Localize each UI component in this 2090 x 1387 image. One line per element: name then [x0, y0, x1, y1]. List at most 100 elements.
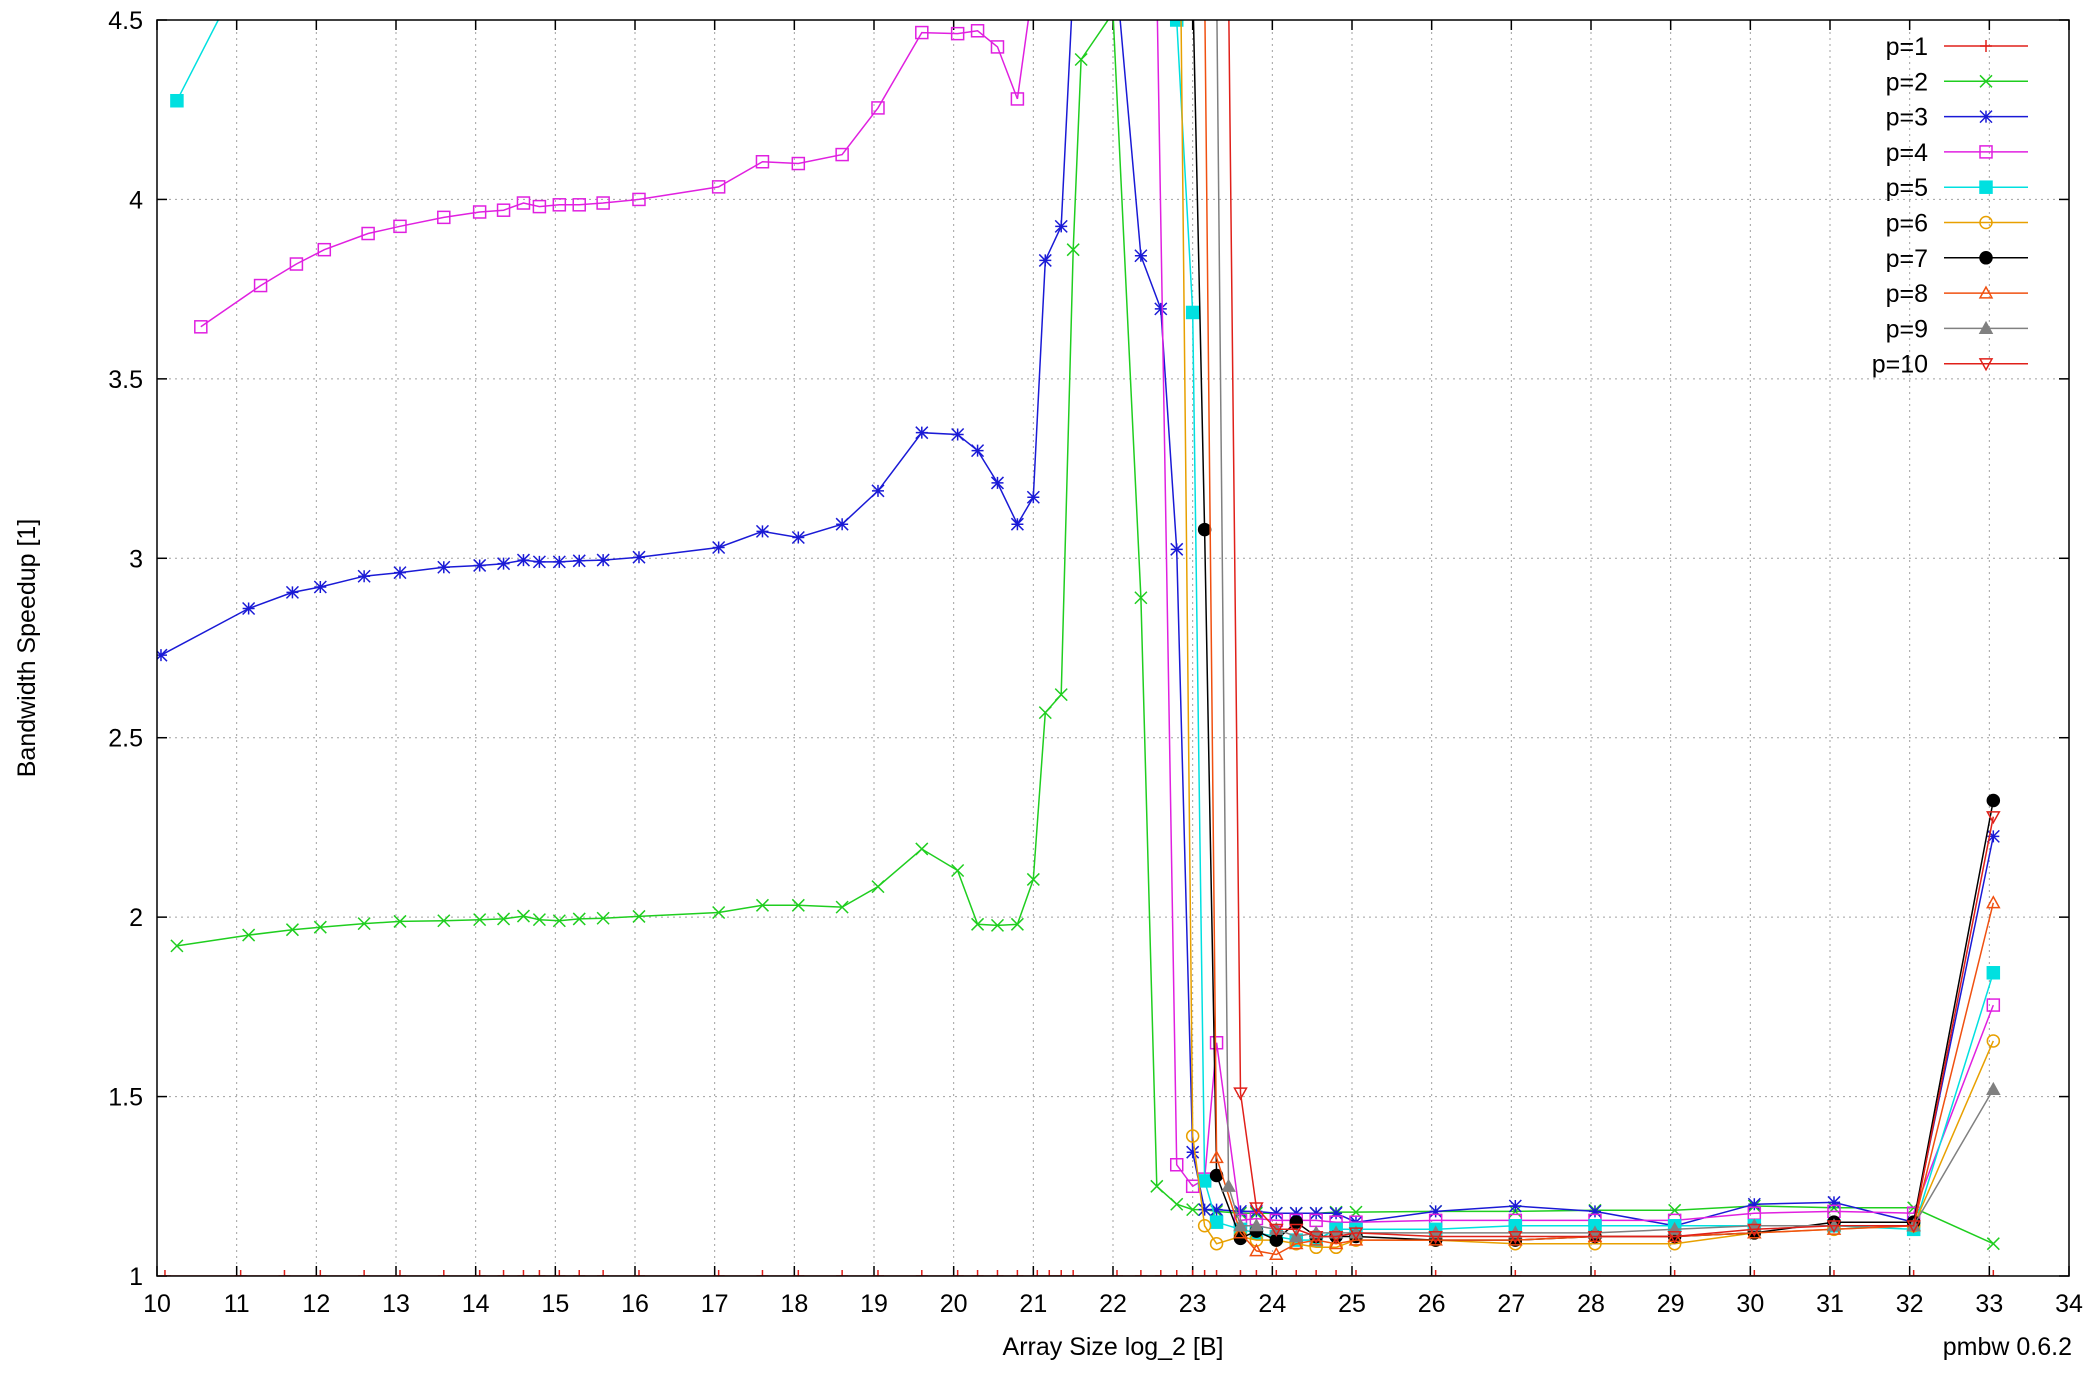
grid	[157, 20, 2069, 1276]
x-axis: 10 11 12 13 14 15 16 17 18 19 20 21 22 23 24 25 26 27 28 29…	[143, 20, 2083, 1318]
data-point	[358, 1270, 371, 1276]
data-point	[597, 1270, 610, 1276]
series-p-2	[170, 20, 2000, 1251]
data-point	[1269, 1246, 1284, 1261]
data-point	[1979, 180, 1993, 194]
data-point	[1170, 1197, 1184, 1211]
data-point	[1986, 966, 2001, 980]
data-point	[242, 601, 256, 616]
data-point	[1134, 249, 1148, 263]
data-point	[1428, 1232, 1443, 1246]
data-point	[1234, 1270, 1247, 1276]
data-point	[1429, 1270, 1442, 1276]
data-point	[289, 257, 304, 271]
y-tick-label: 4	[129, 186, 143, 214]
y-tick-label: 2	[129, 904, 143, 932]
data-point	[1249, 1204, 1263, 1218]
data-point	[532, 555, 546, 569]
series-line	[160, 20, 1995, 1227]
data-point	[357, 917, 371, 931]
data-point	[253, 278, 268, 293]
series-layer	[157, 20, 2001, 1276]
data-point	[552, 198, 567, 212]
data-point	[755, 524, 769, 538]
data-point	[1038, 706, 1052, 720]
data-point	[632, 192, 646, 207]
data-point	[473, 913, 487, 927]
data-point	[1747, 1223, 1762, 1237]
y-axis: 1 1.5 2 2.5 3 3.5 4 4.5	[108, 7, 2069, 1291]
data-point	[632, 550, 646, 564]
data-point	[1978, 285, 1994, 299]
data-point	[596, 911, 610, 925]
data-point	[194, 320, 208, 334]
legend-item: p=10	[1872, 351, 2028, 379]
data-point	[951, 863, 965, 878]
data-point	[1986, 1034, 2001, 1048]
data-point	[1270, 1270, 1283, 1276]
data-point	[1067, 1270, 1080, 1276]
x-tick-label: 12	[302, 1290, 330, 1318]
data-point	[473, 1270, 486, 1276]
data-point	[242, 928, 256, 942]
data-point	[437, 914, 451, 928]
data-point	[791, 156, 806, 171]
data-point	[632, 1270, 645, 1276]
legend-item: p=3	[1886, 104, 2028, 132]
legend-item: p=5	[1886, 174, 2028, 202]
series-line	[200, 20, 1995, 1223]
data-point	[1185, 1129, 1200, 1143]
x-tick-label: 15	[541, 1290, 569, 1318]
data-point	[1309, 1206, 1323, 1220]
data-point	[1979, 215, 1993, 230]
x-tick-label: 11	[224, 1290, 250, 1318]
data-point	[313, 580, 327, 594]
legend-label: p=9	[1886, 315, 1928, 343]
data-point	[1986, 895, 2001, 909]
data-point	[791, 530, 805, 545]
legend-label: p=7	[1886, 245, 1928, 273]
legend-item: p=9	[1886, 315, 2028, 343]
data-point	[1197, 1174, 1212, 1188]
data-point	[1169, 1158, 1184, 1172]
data-point	[357, 569, 371, 583]
data-point	[1150, 1179, 1164, 1193]
data-point	[1134, 591, 1148, 605]
data-point	[971, 917, 985, 931]
legend-label: p=2	[1886, 68, 1928, 96]
data-point	[393, 1270, 406, 1276]
data-point	[572, 912, 586, 926]
data-point	[990, 918, 1005, 932]
data-point	[835, 517, 849, 531]
data-point	[317, 242, 332, 257]
series-line	[1228, 20, 1995, 1238]
y-tick-label: 2.5	[108, 725, 143, 753]
data-point	[1747, 1225, 1762, 1239]
data-point	[532, 199, 547, 214]
data-point	[1588, 1204, 1602, 1218]
data-point	[1185, 305, 1200, 320]
data-point	[496, 203, 511, 217]
data-point	[1010, 917, 1024, 931]
x-tick-label: 25	[1338, 1290, 1366, 1318]
data-point	[871, 484, 885, 498]
data-point	[1986, 793, 2001, 808]
data-point	[756, 1270, 769, 1276]
data-point	[1170, 1270, 1183, 1276]
x-tick-label: 33	[1975, 1290, 2003, 1318]
legend-label: p=5	[1886, 174, 1928, 202]
data-point	[1154, 302, 1168, 316]
data-point	[1269, 1223, 1284, 1237]
data-point	[1011, 1270, 1024, 1276]
y-tick-label: 1	[129, 1263, 143, 1291]
data-point	[532, 913, 546, 927]
legend-label: p=10	[1872, 351, 1928, 379]
data-point	[1826, 1220, 1842, 1234]
series-line	[176, 20, 1994, 1245]
y-tick-label: 4.5	[108, 7, 143, 35]
data-point	[1209, 1215, 1224, 1229]
data-point	[970, 24, 985, 38]
data-point	[278, 1270, 291, 1276]
data-point	[552, 914, 566, 928]
